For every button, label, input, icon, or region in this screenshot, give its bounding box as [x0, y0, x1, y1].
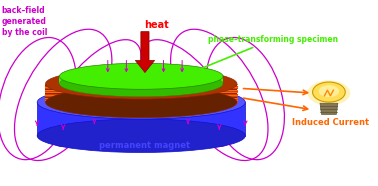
Text: Induced Current: Induced Current	[292, 118, 369, 127]
Polygon shape	[37, 102, 245, 136]
Ellipse shape	[319, 85, 339, 97]
Ellipse shape	[37, 86, 245, 119]
Polygon shape	[59, 76, 223, 84]
Ellipse shape	[37, 119, 245, 153]
Text: permanent magnet: permanent magnet	[99, 141, 191, 150]
Ellipse shape	[308, 81, 350, 106]
Polygon shape	[320, 103, 338, 114]
Ellipse shape	[45, 68, 237, 99]
Text: heat: heat	[144, 20, 169, 30]
Ellipse shape	[313, 82, 345, 102]
Ellipse shape	[45, 87, 237, 118]
Polygon shape	[45, 84, 237, 102]
Ellipse shape	[59, 63, 223, 89]
Polygon shape	[135, 32, 155, 73]
Text: phase–transforming specimen: phase–transforming specimen	[186, 35, 338, 75]
Text: back–field
generated
by the coil: back–field generated by the coil	[2, 6, 47, 37]
Ellipse shape	[59, 71, 223, 97]
